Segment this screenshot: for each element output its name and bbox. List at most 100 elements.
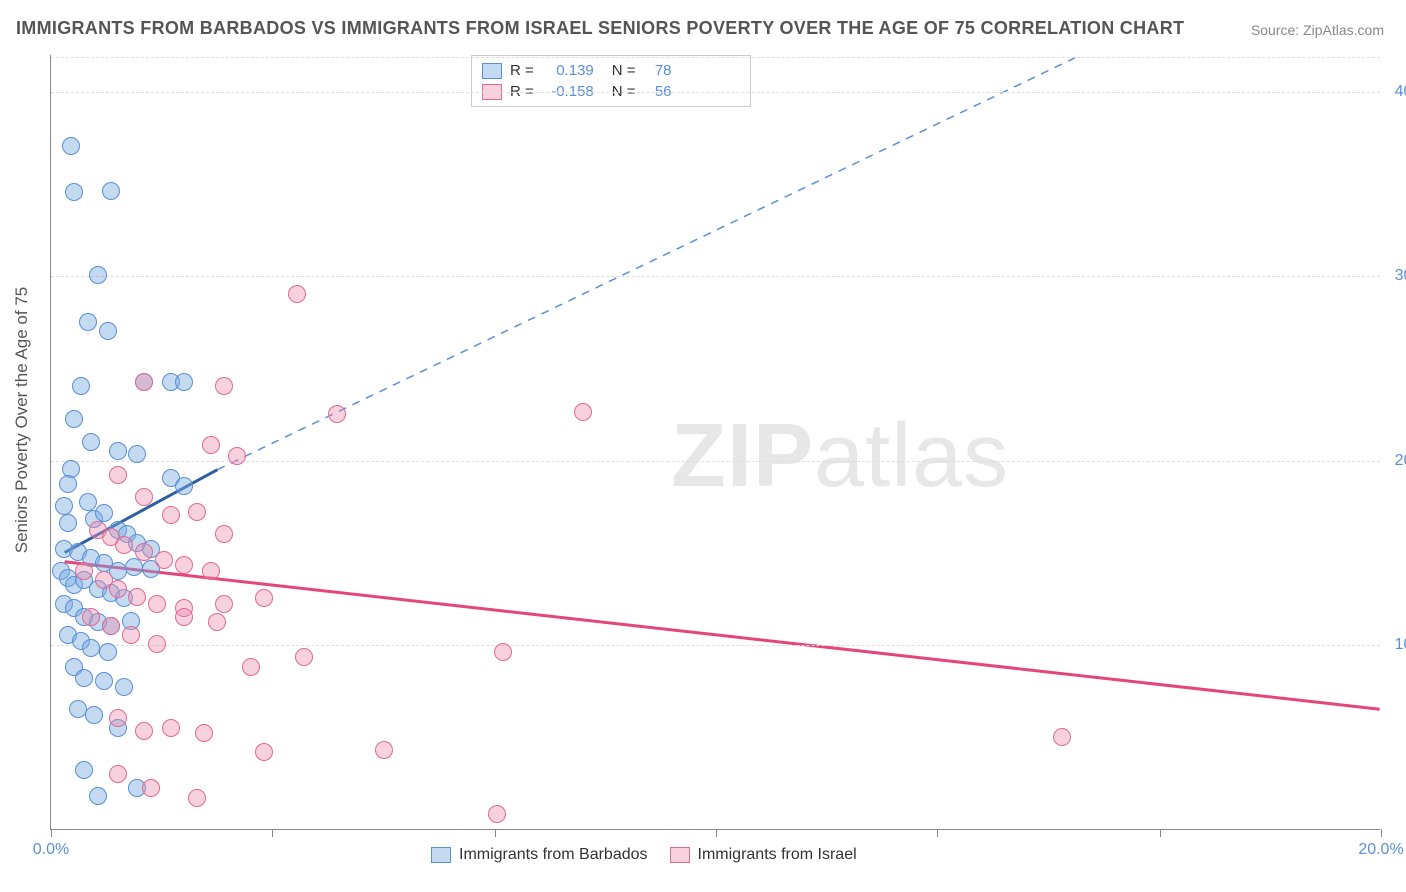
scatter-point [148,595,166,613]
scatter-point [202,562,220,580]
x-tick [272,829,273,837]
x-tick [51,829,52,837]
scatter-point [109,442,127,460]
x-tick [495,829,496,837]
scatter-point [62,137,80,155]
x-tick-label: 0.0% [33,841,69,859]
scatter-point [65,410,83,428]
legend-item-israel: Immigrants from Israel [670,846,857,864]
scatter-point [89,787,107,805]
swatch-barbados-icon [431,847,451,863]
scatter-point [65,183,83,201]
scatter-point [328,405,346,423]
stats-legend: R =0.139 N =78 R =-0.158 N =56 [471,55,751,107]
scatter-point [99,322,117,340]
scatter-point [142,779,160,797]
scatter-point [109,709,127,727]
scatter-point [135,543,153,561]
scatter-point [99,643,117,661]
chart-title: IMMIGRANTS FROM BARBADOS VS IMMIGRANTS F… [16,18,1184,39]
scatter-point [188,789,206,807]
plot-area: ZIPatlas R =0.139 N =78 R =-0.158 N =56 … [50,55,1380,830]
scatter-point [228,447,246,465]
scatter-point [135,488,153,506]
scatter-point [69,700,87,718]
x-tick [1381,829,1382,837]
scatter-point [375,741,393,759]
scatter-point [95,504,113,522]
scatter-point [75,562,93,580]
scatter-point [72,377,90,395]
scatter-point [242,658,260,676]
scatter-point [95,672,113,690]
scatter-point [79,493,97,511]
scatter-point [175,556,193,574]
scatter-point [1053,728,1071,746]
scatter-point [175,477,193,495]
swatch-barbados [482,63,502,79]
gridline [51,276,1380,277]
scatter-point [82,433,100,451]
scatter-point [208,613,226,631]
trend-lines [51,55,1380,829]
y-tick-label: 10.0% [1395,636,1406,654]
scatter-point [162,719,180,737]
scatter-point [102,617,120,635]
scatter-point [79,313,97,331]
legend-label: Immigrants from Israel [698,846,857,864]
legend-label: Immigrants from Barbados [459,846,648,864]
gridline [51,645,1380,646]
scatter-point [175,373,193,391]
scatter-point [135,722,153,740]
watermark: ZIPatlas [671,405,1009,508]
scatter-point [255,589,273,607]
scatter-point [55,497,73,515]
source-label: Source: ZipAtlas.com [1251,22,1384,38]
scatter-point [75,761,93,779]
scatter-point [195,724,213,742]
scatter-point [215,525,233,543]
x-tick [1160,829,1161,837]
stats-row-barbados: R =0.139 N =78 [482,60,740,81]
y-axis-label: Seniors Poverty Over the Age of 75 [12,287,32,553]
gridline [51,92,1380,93]
scatter-point [115,678,133,696]
scatter-point [494,643,512,661]
scatter-point [255,743,273,761]
scatter-point [85,706,103,724]
y-tick-label: 30.0% [1395,267,1406,285]
scatter-point [135,373,153,391]
scatter-point [288,285,306,303]
scatter-point [122,626,140,644]
scatter-point [175,608,193,626]
x-tick [716,829,717,837]
y-tick-label: 20.0% [1395,452,1406,470]
x-tick [937,829,938,837]
scatter-point [128,588,146,606]
scatter-point [202,436,220,454]
scatter-point [488,805,506,823]
scatter-point [115,536,133,554]
scatter-point [148,635,166,653]
gridline [51,57,1380,58]
scatter-point [162,506,180,524]
legend-item-barbados: Immigrants from Barbados [431,846,648,864]
scatter-point [102,182,120,200]
scatter-point [215,595,233,613]
scatter-point [128,445,146,463]
scatter-point [155,551,173,569]
scatter-point [59,475,77,493]
scatter-point [82,639,100,657]
swatch-israel-icon [670,847,690,863]
x-tick-label: 20.0% [1358,841,1403,859]
scatter-point [574,403,592,421]
scatter-point [89,266,107,284]
scatter-point [109,580,127,598]
scatter-point [109,765,127,783]
gridline [51,461,1380,462]
scatter-point [82,608,100,626]
scatter-point [109,466,127,484]
y-tick-label: 40.0% [1395,83,1406,101]
scatter-point [188,503,206,521]
scatter-point [295,648,313,666]
